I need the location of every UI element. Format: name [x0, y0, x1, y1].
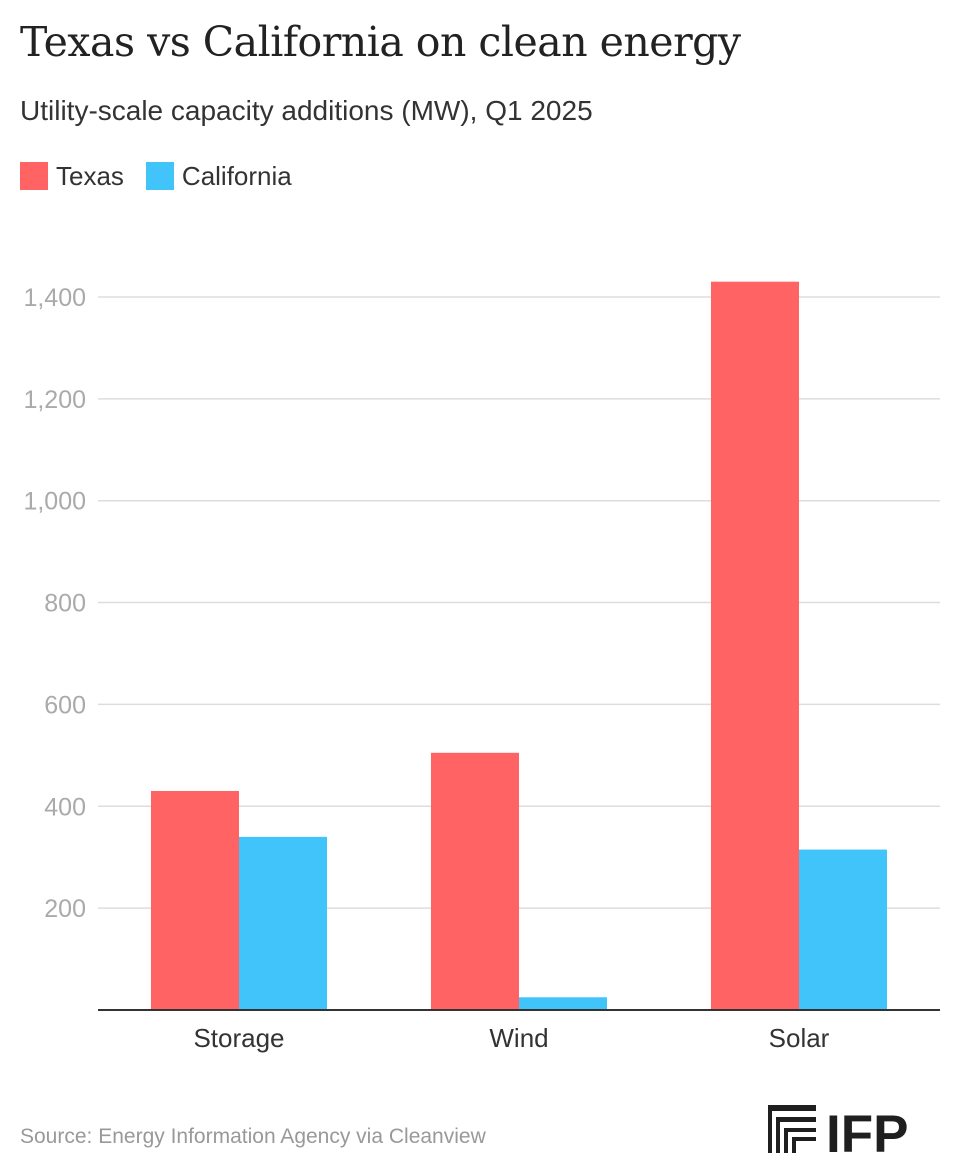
logo-text: IFP: [826, 1105, 908, 1155]
bars: [98, 281, 940, 1011]
legend-label-texas: Texas: [56, 160, 124, 191]
y-tick-label: 600: [44, 691, 86, 719]
bar-california-solar: [799, 849, 887, 1010]
bar-california-wind: [519, 997, 607, 1010]
y-tick-label: 800: [44, 590, 86, 618]
y-tick-label: 1,400: [23, 284, 86, 312]
x-tick-label-wind: Wind: [489, 1023, 548, 1053]
chart-title: Texas vs California on clean energy: [20, 18, 741, 66]
legend-item-texas: Texas: [20, 161, 124, 192]
legend-item-california: California: [145, 160, 292, 192]
ifp-logo: IFP: [768, 1105, 908, 1155]
chart-subtitle: Utility-scale capacity additions (MW), Q…: [20, 95, 593, 126]
legend: Texas California: [20, 160, 314, 192]
legend-swatch-texas: [20, 162, 48, 190]
x-axis-labels: Storage Wind Solar: [193, 1023, 829, 1053]
y-tick-label: 400: [44, 793, 86, 821]
x-tick-label-solar: Solar: [769, 1023, 830, 1053]
y-axis-labels: 200 400 600 800 1,000 1,200 1,400: [23, 284, 86, 923]
y-tick-label: 1,200: [23, 386, 86, 414]
y-tick-label: 200: [44, 895, 86, 923]
bar-california-storage: [239, 836, 327, 1010]
bar-texas-wind: [431, 752, 519, 1010]
bar-texas-storage: [151, 791, 239, 1010]
bar-texas-solar: [711, 281, 799, 1010]
source-note: Source: Energy Information Agency via Cl…: [20, 1125, 486, 1148]
legend-swatch-california: [145, 162, 174, 190]
legend-label-california: California: [181, 160, 292, 191]
columns-logo-icon: [768, 1105, 816, 1153]
x-tick-label-storage: Storage: [193, 1023, 284, 1053]
y-tick-label: 1,000: [23, 488, 86, 516]
